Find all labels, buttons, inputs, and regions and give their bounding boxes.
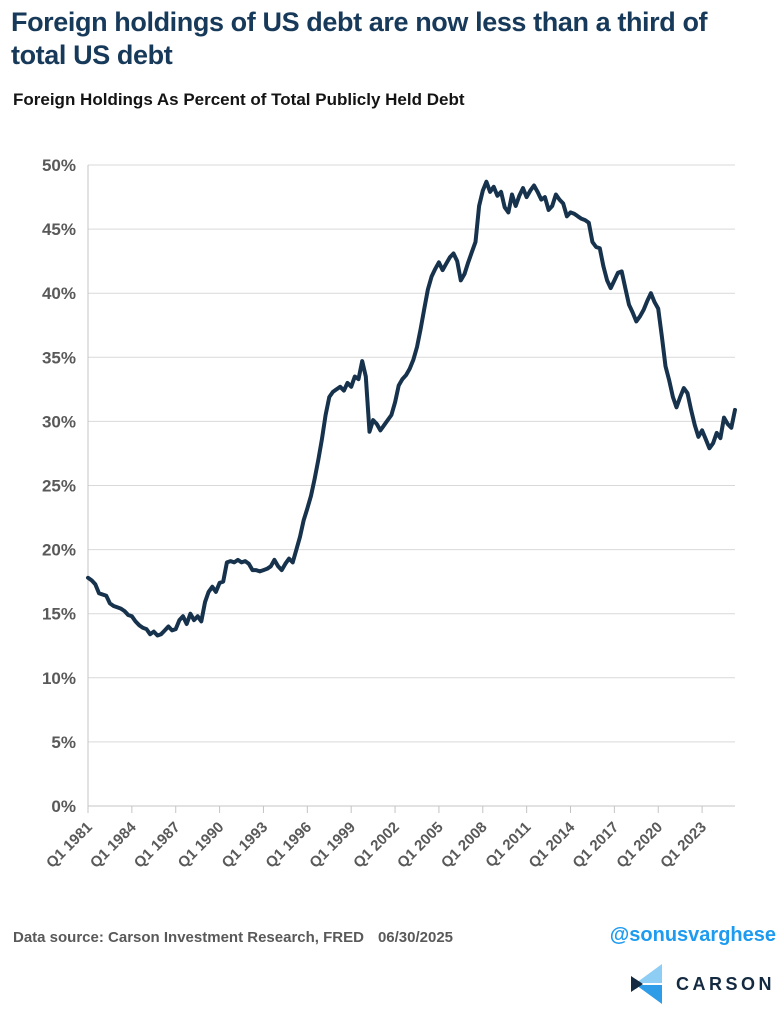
y-axis-tick-label: 10% xyxy=(42,669,76,688)
y-axis-tick-label: 35% xyxy=(42,348,76,367)
x-axis-tick-label: Q1 1981 xyxy=(43,819,96,872)
x-axis-tick-label: Q1 2008 xyxy=(438,819,491,872)
y-axis-tick-label: 30% xyxy=(42,412,76,431)
x-axis-tick-label: Q1 2002 xyxy=(350,819,403,872)
data-date: 06/30/2025 xyxy=(377,929,454,946)
x-axis-tick-label: Q1 1984 xyxy=(87,818,140,871)
x-axis-tick-label: Q1 2005 xyxy=(394,819,447,872)
y-axis-tick-label: 45% xyxy=(42,220,76,239)
carson-logo: CARSON xyxy=(630,963,775,1005)
carson-logo-icon xyxy=(630,964,662,1004)
y-axis-tick-label: 40% xyxy=(42,284,76,303)
data-series-line xyxy=(86,179,737,638)
y-axis-tick-label: 15% xyxy=(42,605,76,624)
author-handle: @sonusvarghese xyxy=(609,924,776,946)
chart-subtitle: Foreign Holdings As Percent of Total Pub… xyxy=(13,90,465,109)
y-axis-tick-label: 5% xyxy=(51,733,76,752)
y-axis-tick-label: 50% xyxy=(42,156,76,175)
page-title: Foreign holdings of US debt are now less… xyxy=(11,7,708,70)
x-axis-tick-label: Q1 2023 xyxy=(657,819,710,872)
data-source-label: Data source: Carson Investment Research,… xyxy=(13,929,364,946)
y-axis-tick-label: 25% xyxy=(42,477,76,496)
x-axis-tick-label: Q1 1996 xyxy=(262,819,315,872)
x-axis-tick-label: Q1 2017 xyxy=(569,819,622,872)
x-axis-tick-label: Q1 1999 xyxy=(306,819,359,872)
x-axis-tick-label: Q1 1987 xyxy=(131,819,184,872)
carson-logo-text: CARSON xyxy=(675,973,775,994)
y-axis-tick-label: 0% xyxy=(51,797,76,816)
x-axis-tick-label: Q1 2011 xyxy=(482,819,534,871)
x-axis-tick-label: Q1 1990 xyxy=(175,819,228,872)
x-axis-tick-label: Q1 1993 xyxy=(219,819,272,872)
y-axis-tick-label: 20% xyxy=(42,541,76,560)
x-axis-tick-label: Q1 2020 xyxy=(613,819,666,872)
x-axis-tick-label: Q1 2014 xyxy=(526,818,579,871)
data-source-text: Data source: Carson Investment Research,… xyxy=(13,929,453,946)
